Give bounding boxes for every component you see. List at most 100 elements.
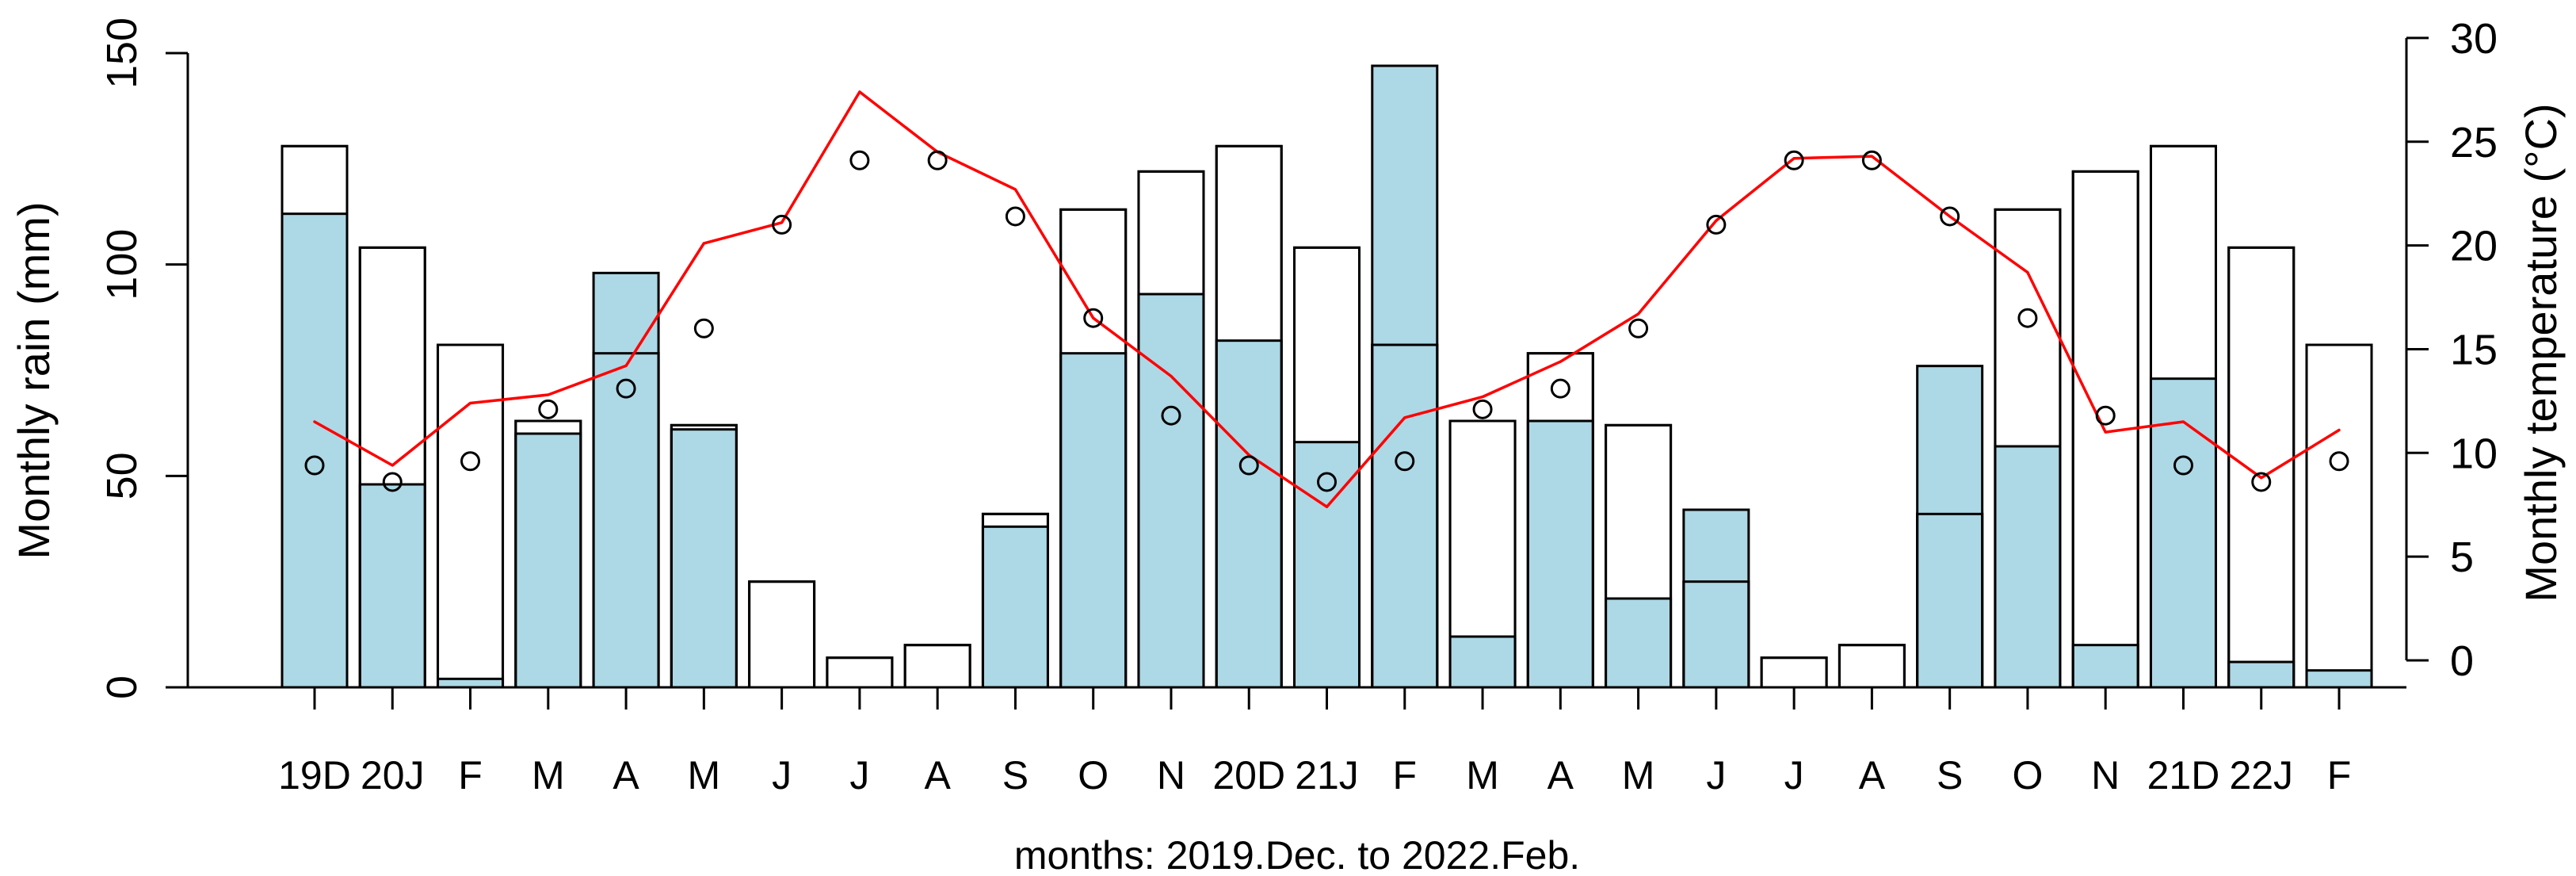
rain-actual-bar [514, 432, 582, 689]
temp-normal-point [849, 150, 870, 170]
temp-normal-point [693, 318, 714, 339]
rain-actual-bar [981, 525, 1049, 689]
temp-normal-point [382, 472, 403, 492]
x-tick-label: M [1622, 753, 1655, 798]
rain-actual-bar [280, 212, 349, 689]
x-tick-label: 22J [2229, 753, 2293, 798]
rain-actual-bar [1605, 597, 1673, 689]
rain-actual-bar [1994, 445, 2062, 689]
temp-normal-point [1784, 150, 1804, 170]
x-tick-label: 21D [2147, 753, 2220, 798]
rain-actual-bar [437, 677, 505, 689]
rain-actual-bar [670, 428, 738, 689]
rain-actual-bar [1682, 508, 1750, 689]
temp-normal-point [2173, 455, 2193, 476]
temp-normal-point [1472, 399, 1493, 419]
rain-normal-bar [437, 343, 505, 689]
x-tick-label: F [458, 753, 483, 798]
rain-actual-bar [1371, 64, 1439, 689]
x-tick-label: J [772, 753, 792, 798]
rain-normal-bar [1838, 644, 1906, 689]
y-left-tick-label: 50 [98, 452, 146, 499]
rain-actual-bar [1526, 419, 1594, 689]
x-tick-label: S [1937, 753, 1963, 798]
x-tick-label: 19D [278, 753, 351, 798]
x-tick-label: J [849, 753, 869, 798]
rain-normal-bar [2305, 343, 2373, 689]
x-tick-label: O [2012, 753, 2043, 798]
x-tick-label: F [1393, 753, 1418, 798]
temp-normal-point [616, 378, 636, 399]
y-left-tick-label: 150 [98, 17, 146, 89]
temp-normal-point [1940, 206, 1960, 227]
x-tick-label: J [1706, 753, 1726, 798]
x-tick-label: A [924, 753, 951, 798]
y-left-tick-label: 0 [98, 675, 146, 699]
temp-normal-point [1005, 206, 1025, 227]
x-tick-label: O [1078, 753, 1109, 798]
x-tick-label: J [1784, 753, 1804, 798]
rain-normal-bar [748, 580, 816, 689]
temp-normal-point [1238, 455, 1259, 476]
temp-normal-point [304, 455, 325, 476]
y-right-tick-label: 10 [2450, 430, 2498, 477]
temp-normal-point [1083, 308, 1104, 328]
temp-normal-point [2251, 472, 2272, 492]
temp-normal-point [1161, 405, 1181, 426]
x-tick-label: A [613, 753, 639, 798]
rain-normal-bar [2227, 246, 2296, 689]
rain-actual-bar [1916, 365, 1984, 689]
y-right-tick-label: 0 [2450, 637, 2474, 685]
x-tick-label: 20J [361, 753, 425, 798]
rain-actual-bar [2071, 644, 2139, 689]
y-right-tick-label: 30 [2450, 15, 2498, 63]
temp-normal-point [538, 399, 559, 419]
x-tick-label: M [532, 753, 565, 798]
x-tick-label: 21J [1295, 753, 1359, 798]
x-tick-label: 20D [1212, 753, 1285, 798]
rain-normal-bar [826, 656, 894, 689]
y-right-tick-label: 15 [2450, 326, 2498, 373]
x-tick-label: A [1548, 753, 1574, 798]
temp-normal-point [1628, 318, 1649, 339]
y-left-tick-label: 100 [98, 229, 146, 300]
x-tick-label: M [688, 753, 721, 798]
y-right-tick-label: 5 [2450, 534, 2474, 581]
x-tick-label: N [1157, 753, 1185, 798]
temp-normal-point [772, 214, 792, 235]
temp-normal-point [1395, 451, 1415, 472]
y-right-tick-label: 25 [2450, 119, 2498, 166]
rain-actual-bar [358, 483, 426, 689]
x-tick-label: F [2327, 753, 2352, 798]
x-tick-label: A [1859, 753, 1886, 798]
temp-normal-point [1550, 378, 1570, 399]
x-axis-title: months: 2019.Dec. to 2022.Feb. [1014, 833, 1580, 876]
temp-actual-line [313, 90, 2341, 509]
temp-normal-point [2017, 308, 2038, 328]
x-tick-label: M [1466, 753, 1499, 798]
temp-normal-point [1861, 150, 1882, 170]
y-right-tick-label: 20 [2450, 223, 2498, 270]
y-left-axis-title: Monthly rain (mm) [9, 201, 59, 559]
rain-actual-bar [1215, 339, 1283, 689]
rain-actual-bar [1137, 293, 1205, 689]
rain-actual-bar [2227, 660, 2296, 689]
temp-normal-point [1706, 214, 1727, 235]
rain-normal-bar [1760, 656, 1828, 689]
temp-normal-point [2095, 405, 2116, 426]
rain-actual-bar [592, 271, 660, 689]
rain-actual-bar [2305, 669, 2373, 689]
temp-normal-point [2329, 451, 2349, 472]
temp-normal-point [460, 451, 481, 472]
rain-actual-bar [1448, 635, 1517, 689]
x-tick-label: S [1002, 753, 1028, 798]
rain-actual-bar [2149, 377, 2217, 689]
rain-actual-bar [1059, 352, 1128, 689]
y-right-axis-title: Monthly temperature (°C) [2516, 103, 2566, 602]
x-tick-label: N [2091, 753, 2120, 798]
rain-normal-bar [903, 644, 971, 689]
temp-normal-point [927, 150, 948, 170]
